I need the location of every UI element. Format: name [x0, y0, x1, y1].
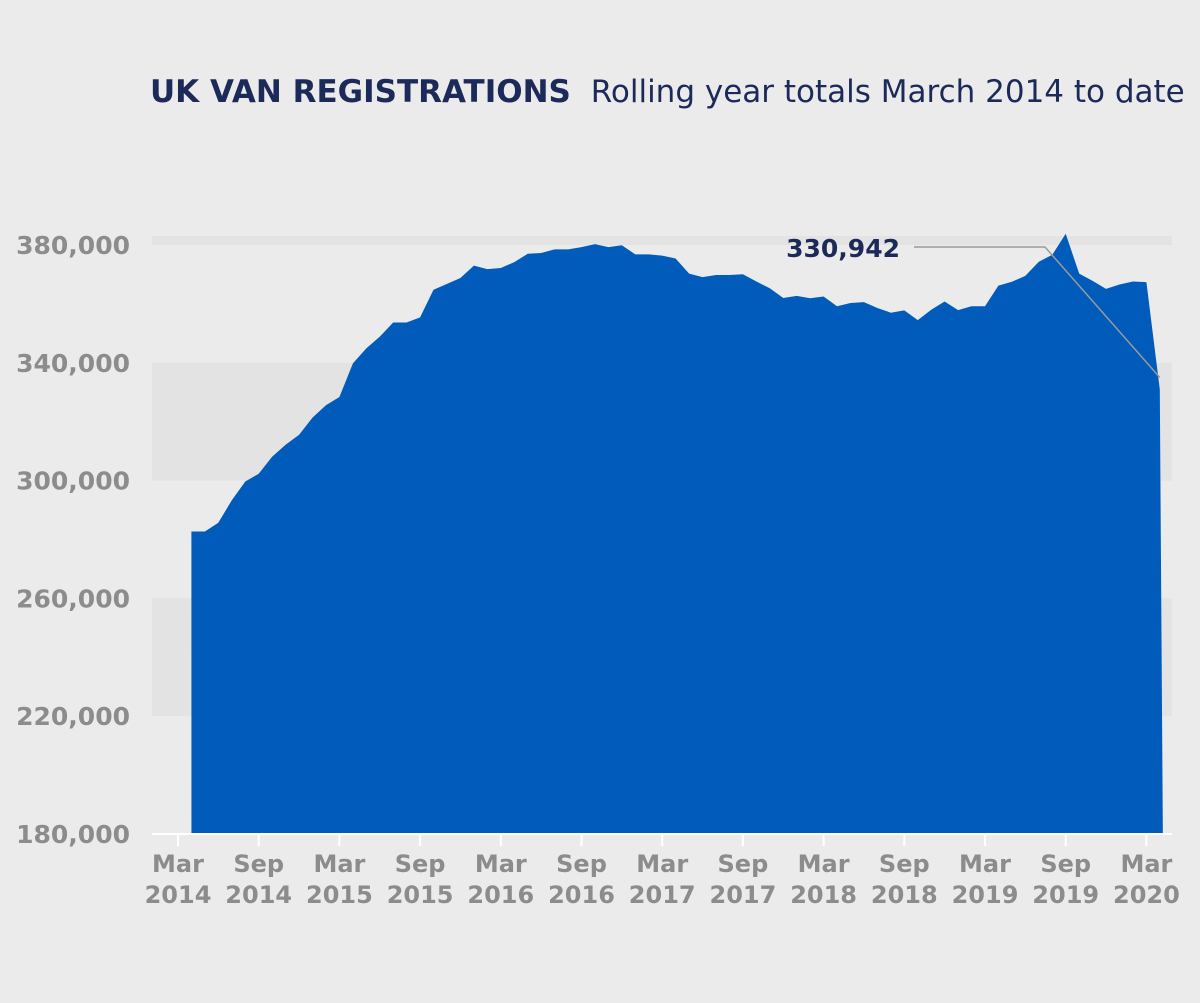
y-tick-label: 380,000: [16, 231, 130, 260]
x-tick-month: Mar: [313, 850, 365, 878]
y-tick-label: 220,000: [16, 702, 130, 731]
x-tick-year: 2016: [548, 881, 615, 909]
axis-layer: 180,000 220,000 260,000 300,000 340,000 380,0…: [16, 231, 1180, 909]
x-tick-year: 2014: [145, 881, 212, 909]
y-tick-label: 180,000: [16, 820, 130, 849]
x-tick-month: Mar: [475, 850, 527, 878]
area-series: [191, 233, 1163, 835]
area-layer: [191, 233, 1163, 835]
x-tick-month: Sep: [556, 850, 607, 878]
x-tick-year: 2015: [306, 881, 373, 909]
x-tick-month: Sep: [233, 850, 284, 878]
x-tick-year: 2018: [871, 881, 938, 909]
annotation-layer: 330,942: [786, 234, 1161, 378]
x-tick-year: 2019: [952, 881, 1019, 909]
x-tick-year: 2019: [1032, 881, 1099, 909]
x-tick-month: Sep: [718, 850, 769, 878]
annotation-label: 330,942: [786, 234, 900, 263]
y-tick-label: 340,000: [16, 349, 130, 378]
x-tick-year: 2017: [710, 881, 777, 909]
chart-title-line: UK VAN REGISTRATIONS Rolling year totals…: [150, 74, 1185, 110]
y-tick-label: 300,000: [16, 467, 130, 496]
x-tick-month: Mar: [798, 850, 850, 878]
x-tick-year: 2020: [1113, 881, 1180, 909]
x-tick-month: Sep: [1040, 850, 1091, 878]
x-tick-month: Mar: [636, 850, 688, 878]
x-tick-year: 2014: [225, 881, 292, 909]
chart-title: UK VAN REGISTRATIONS: [150, 74, 571, 110]
x-tick-year: 2017: [629, 881, 696, 909]
grid-band: [152, 236, 1172, 245]
x-tick-month: Mar: [152, 850, 204, 878]
annotation-leader-line: [914, 246, 1161, 378]
x-tick-year: 2018: [790, 881, 857, 909]
x-tick-year: 2015: [387, 881, 454, 909]
x-tick-month: Mar: [1120, 850, 1172, 878]
x-tick-year: 2016: [467, 881, 534, 909]
x-tick-month: Sep: [395, 850, 446, 878]
y-tick-label: 260,000: [16, 584, 130, 613]
x-tick-month: Mar: [959, 850, 1011, 878]
x-tick-month: Sep: [879, 850, 930, 878]
chart-subtitle: Rolling year totals March 2014 to date: [591, 74, 1185, 110]
